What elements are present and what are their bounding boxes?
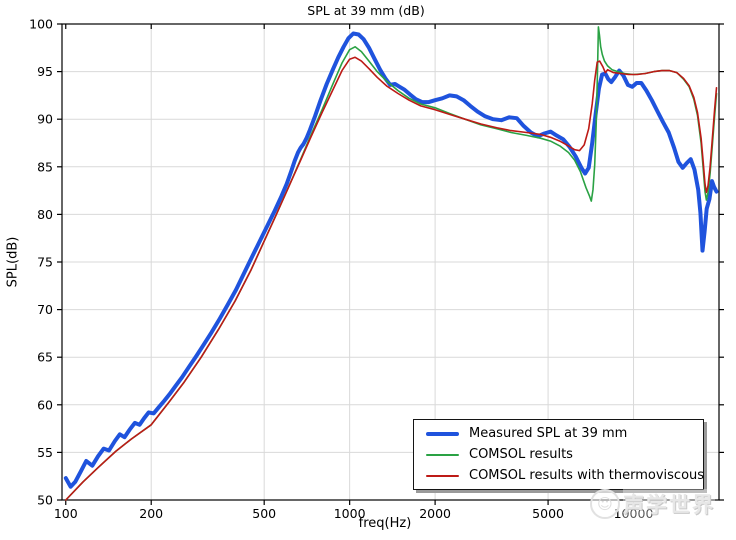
svg-text:85: 85 (37, 159, 53, 174)
svg-text:50: 50 (37, 493, 53, 508)
svg-text:80: 80 (37, 207, 53, 222)
svg-text:90: 90 (37, 112, 53, 127)
svg-text:60: 60 (37, 397, 53, 412)
svg-text:100: 100 (54, 506, 78, 521)
chart-title: SPL at 39 mm (dB) (307, 3, 425, 18)
svg-text:100: 100 (29, 17, 53, 32)
svg-text:70: 70 (37, 302, 53, 317)
x-axis-label: freq(Hz) (358, 516, 412, 531)
legend-label: COMSOL results with thermoviscous (469, 468, 705, 483)
legend: Measured SPL at 39 mm COMSOL results COM… (413, 419, 704, 490)
legend-label: Measured SPL at 39 mm (469, 426, 628, 441)
svg-text:75: 75 (37, 255, 53, 270)
watermark-logo-icon: ☺ (590, 489, 620, 519)
svg-text:200: 200 (139, 506, 163, 521)
y-axis-label: SPL(dB) (5, 236, 21, 288)
svg-text:95: 95 (37, 64, 53, 79)
legend-line-sample-blue (426, 431, 459, 436)
svg-text:5000: 5000 (532, 506, 564, 521)
svg-text:10000: 10000 (614, 506, 654, 521)
svg-text:55: 55 (37, 445, 53, 460)
legend-item-comsol-thermoviscous: COMSOL results with thermoviscous (414, 468, 705, 483)
legend-line-sample-red (426, 474, 459, 477)
legend-item-measured: Measured SPL at 39 mm (414, 426, 703, 441)
svg-text:2000: 2000 (419, 506, 451, 521)
watermark: ☺ 声学世界 (590, 489, 715, 519)
svg-text:1000: 1000 (334, 506, 366, 521)
legend-item-comsol: COMSOL results (414, 447, 703, 462)
watermark-text: 声学世界 (623, 489, 715, 519)
svg-text:500: 500 (252, 506, 276, 521)
legend-line-sample-green (426, 453, 459, 456)
svg-text:65: 65 (37, 350, 53, 365)
legend-label: COMSOL results (469, 447, 573, 462)
